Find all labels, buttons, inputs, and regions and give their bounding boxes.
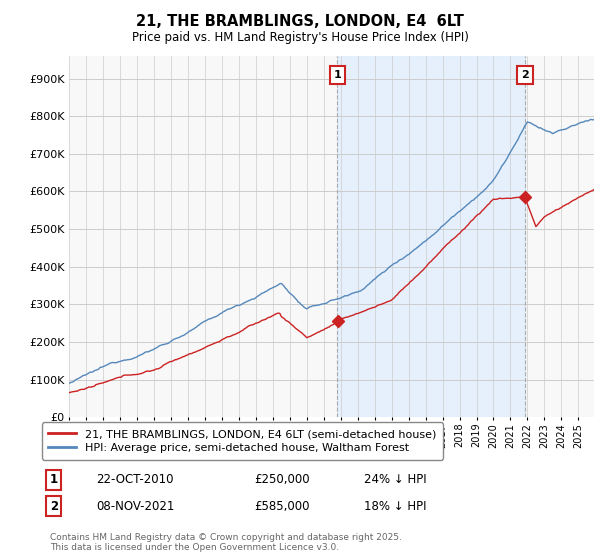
Legend: 21, THE BRAMBLINGS, LONDON, E4 6LT (semi-detached house), HPI: Average price, se: 21, THE BRAMBLINGS, LONDON, E4 6LT (semi…: [41, 422, 443, 460]
Text: 2: 2: [521, 70, 529, 80]
Text: 24% ↓ HPI: 24% ↓ HPI: [364, 473, 426, 486]
Text: 1: 1: [334, 70, 341, 80]
Text: 1: 1: [50, 473, 58, 486]
Text: 08-NOV-2021: 08-NOV-2021: [96, 500, 175, 512]
Text: £585,000: £585,000: [254, 500, 310, 512]
Bar: [337, 56, 525, 417]
Text: 18% ↓ HPI: 18% ↓ HPI: [364, 500, 426, 512]
Text: Price paid vs. HM Land Registry's House Price Index (HPI): Price paid vs. HM Land Registry's House …: [131, 31, 469, 44]
Text: £250,000: £250,000: [254, 473, 310, 486]
Text: 21, THE BRAMBLINGS, LONDON, E4  6LT: 21, THE BRAMBLINGS, LONDON, E4 6LT: [136, 14, 464, 29]
Text: 22-OCT-2010: 22-OCT-2010: [96, 473, 173, 486]
Text: 2: 2: [50, 500, 58, 512]
Text: Contains HM Land Registry data © Crown copyright and database right 2025.
This d: Contains HM Land Registry data © Crown c…: [50, 533, 401, 552]
